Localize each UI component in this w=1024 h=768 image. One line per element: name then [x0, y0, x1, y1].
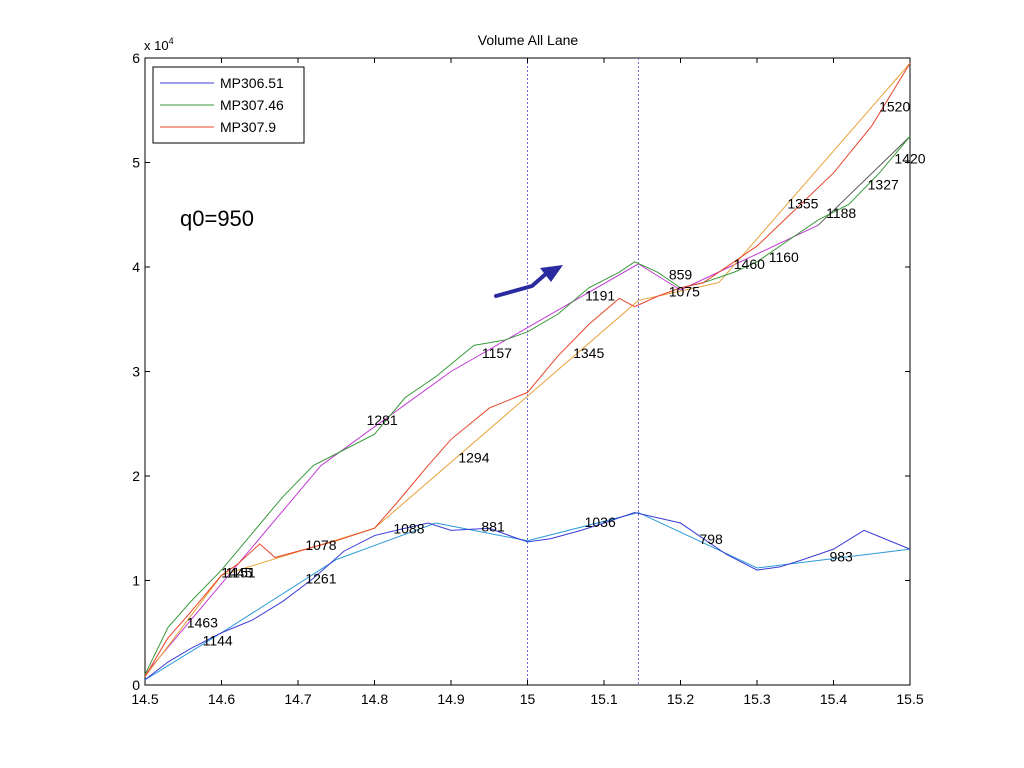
data-label: 859 — [669, 267, 693, 283]
y-tick-label: 2 — [132, 468, 140, 484]
data-label: 1036 — [585, 514, 616, 530]
data-label: 1160 — [769, 249, 799, 265]
x-tick-label: 15.5 — [896, 691, 923, 707]
data-label: 881 — [481, 518, 505, 534]
series-line-mp307-9 — [144, 62, 911, 677]
legend-label: MP307.9 — [220, 119, 276, 135]
data-label: 1355 — [787, 195, 818, 211]
y-tick-label: 3 — [132, 364, 140, 380]
data-label: 1327 — [868, 177, 899, 193]
x-tick-label: 15.3 — [743, 691, 770, 707]
fit-segment — [374, 300, 639, 529]
legend-label: MP306.51 — [220, 75, 284, 91]
data-label: 1420 — [894, 151, 925, 167]
y-multiplier-base: x 10 — [144, 38, 169, 53]
fit-segment — [638, 512, 758, 569]
data-label: 1088 — [393, 520, 424, 536]
vertical-marker-lines — [527, 58, 639, 685]
y-tick-label: 1 — [132, 573, 140, 589]
fit-segment — [144, 465, 322, 675]
x-tick-label: 15.4 — [820, 691, 847, 707]
data-label: 798 — [699, 531, 723, 547]
legend-label: MP307.46 — [220, 97, 284, 113]
x-axis: 14.5 14.6 14.7 14.8 14.9 15 15.1 15.2 15.3 15.4 15… — [131, 58, 924, 707]
data-label: 1460 — [734, 256, 765, 272]
fit-segment — [817, 136, 911, 226]
data-label: 983 — [829, 549, 853, 565]
y-tick-label: 6 — [132, 50, 140, 66]
x-tick-label: 14.6 — [208, 691, 235, 707]
y-axis: 0 1 2 3 4 5 6 — [132, 50, 910, 693]
data-label: 1075 — [669, 283, 700, 299]
y-multiplier-label: x 104 — [144, 36, 174, 53]
fit-segment — [450, 263, 639, 372]
data-label: 1281 — [367, 412, 398, 428]
x-tick-label: 14.7 — [284, 691, 311, 707]
data-label: 1078 — [305, 537, 336, 553]
x-tick-label: 15.2 — [667, 691, 694, 707]
legend-box — [152, 66, 305, 144]
fit-segment — [144, 632, 222, 681]
data-label: 1188 — [826, 205, 856, 221]
fit-segment — [221, 559, 337, 634]
data-series — [144, 62, 911, 681]
chart-title: Volume All Lane — [478, 32, 579, 48]
data-label: 1261 — [305, 571, 336, 587]
fit-segment — [756, 548, 911, 569]
legend: MP306.51 MP307.46 MP307.9 — [152, 66, 305, 144]
data-label: 1463 — [187, 615, 218, 631]
data-label: 1520 — [879, 98, 910, 114]
fit-segment — [320, 371, 452, 466]
series-line-mp307-46 — [144, 136, 911, 675]
y-tick-label: 4 — [132, 259, 140, 275]
fit-segment — [144, 574, 222, 677]
x-tick-label: 15.1 — [590, 691, 617, 707]
x-tick-label: 14.9 — [437, 691, 464, 707]
fit-segment — [718, 62, 911, 284]
data-label: 1294 — [458, 449, 489, 465]
data-label: 1445 — [221, 564, 252, 580]
y-multiplier-exponent: 4 — [169, 36, 174, 46]
fit-segment — [638, 263, 681, 291]
fit-segments — [144, 62, 911, 681]
arrow-annotation — [494, 265, 563, 298]
fit-segment — [336, 522, 436, 561]
y-tick-label: 5 — [132, 155, 140, 171]
y-tick-label: 0 — [132, 677, 140, 693]
data-label: 1157 — [482, 345, 512, 361]
data-label: 1345 — [573, 345, 604, 361]
data-label: 1191 — [585, 287, 615, 303]
data-label: 1151 — [226, 564, 256, 580]
fit-segment — [435, 522, 528, 542]
data-label: 1144 — [203, 632, 233, 648]
x-tick-label: 14.8 — [361, 691, 388, 707]
x-tick-label: 15 — [520, 691, 536, 707]
series-line-mp306-51 — [144, 512, 911, 681]
fit-segment — [638, 282, 719, 301]
x-tick-label: 14.5 — [131, 691, 158, 707]
q0-annotation: q0=950 — [180, 206, 254, 231]
